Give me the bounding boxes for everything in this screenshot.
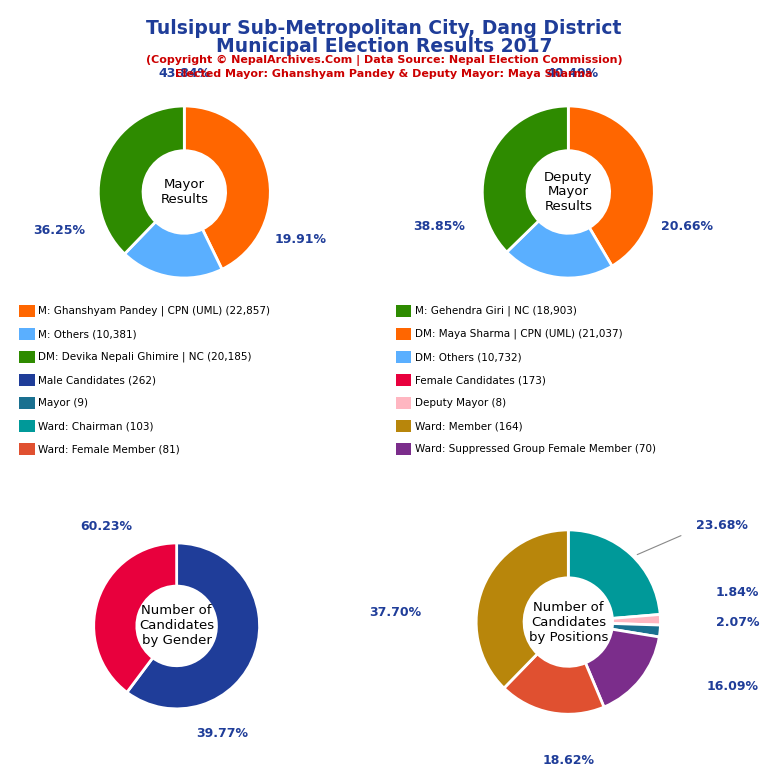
Text: 37.70%: 37.70%	[369, 607, 421, 619]
Text: Ward: Member (164): Ward: Member (164)	[415, 421, 522, 432]
Text: Ward: Chairman (103): Ward: Chairman (103)	[38, 421, 154, 432]
Text: 2.07%: 2.07%	[716, 616, 760, 628]
Text: DM: Others (10,732): DM: Others (10,732)	[415, 352, 521, 362]
Wedge shape	[94, 543, 177, 692]
Text: 38.85%: 38.85%	[413, 220, 465, 233]
Text: 16.09%: 16.09%	[707, 680, 759, 693]
Text: (Copyright © NepalArchives.Com | Data Source: Nepal Election Commission): (Copyright © NepalArchives.Com | Data So…	[146, 55, 622, 66]
Text: M: Gehendra Giri | NC (18,903): M: Gehendra Giri | NC (18,903)	[415, 306, 577, 316]
Text: Number of
Candidates
by Positions: Number of Candidates by Positions	[528, 601, 608, 644]
Text: 40.49%: 40.49%	[547, 67, 599, 80]
Text: Number of
Candidates
by Gender: Number of Candidates by Gender	[139, 604, 214, 647]
Wedge shape	[124, 222, 222, 278]
Text: 19.91%: 19.91%	[274, 233, 326, 246]
Wedge shape	[568, 106, 654, 266]
Text: Ward: Suppressed Group Female Member (70): Ward: Suppressed Group Female Member (70…	[415, 444, 656, 455]
Text: 23.68%: 23.68%	[696, 519, 747, 531]
Text: Mayor (9): Mayor (9)	[38, 398, 88, 409]
Text: Tulsipur Sub-Metropolitan City, Dang District: Tulsipur Sub-Metropolitan City, Dang Dis…	[147, 19, 621, 38]
Wedge shape	[184, 106, 270, 270]
Text: Elected Mayor: Ghanshyam Pandey & Deputy Mayor: Maya Sharma: Elected Mayor: Ghanshyam Pandey & Deputy…	[175, 69, 593, 79]
Text: Female Candidates (173): Female Candidates (173)	[415, 375, 545, 386]
Text: DM: Maya Sharma | CPN (UML) (21,037): DM: Maya Sharma | CPN (UML) (21,037)	[415, 329, 622, 339]
Wedge shape	[482, 106, 568, 252]
Text: DM: Devika Nepali Ghimire | NC (20,185): DM: Devika Nepali Ghimire | NC (20,185)	[38, 352, 252, 362]
Text: 43.84%: 43.84%	[158, 67, 210, 80]
Wedge shape	[476, 530, 568, 688]
Text: 60.23%: 60.23%	[80, 520, 132, 533]
Text: 20.66%: 20.66%	[661, 220, 713, 233]
Wedge shape	[612, 614, 660, 625]
Text: M: Others (10,381): M: Others (10,381)	[38, 329, 137, 339]
Wedge shape	[127, 543, 260, 709]
Text: Mayor
Results: Mayor Results	[161, 178, 208, 206]
Text: M: Ghanshyam Pandey | CPN (UML) (22,857): M: Ghanshyam Pandey | CPN (UML) (22,857)	[38, 306, 270, 316]
Text: 39.77%: 39.77%	[197, 727, 248, 740]
Text: Male Candidates (262): Male Candidates (262)	[38, 375, 157, 386]
Text: 36.25%: 36.25%	[34, 224, 85, 237]
Wedge shape	[585, 629, 659, 707]
Wedge shape	[568, 530, 660, 618]
Text: 1.84%: 1.84%	[716, 586, 759, 599]
Wedge shape	[612, 624, 660, 637]
Text: Ward: Female Member (81): Ward: Female Member (81)	[38, 444, 180, 455]
Wedge shape	[507, 221, 612, 278]
Wedge shape	[504, 654, 604, 714]
Wedge shape	[98, 106, 184, 254]
Text: Deputy Mayor (8): Deputy Mayor (8)	[415, 398, 506, 409]
Text: 18.62%: 18.62%	[542, 754, 594, 766]
Text: Deputy
Mayor
Results: Deputy Mayor Results	[544, 170, 593, 214]
Text: Municipal Election Results 2017: Municipal Election Results 2017	[216, 37, 552, 56]
